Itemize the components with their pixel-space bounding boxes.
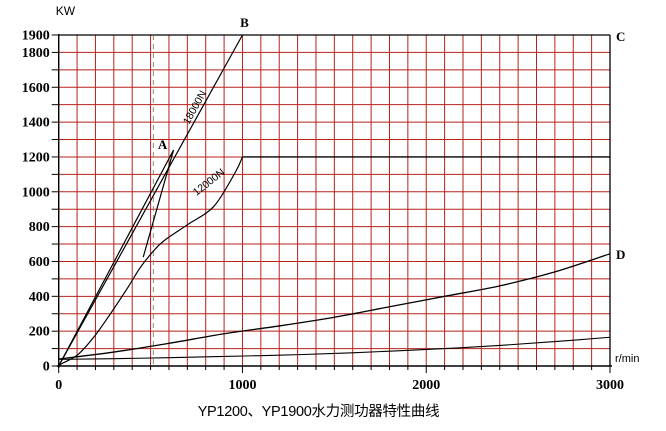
svg-text:0: 0: [55, 378, 62, 393]
svg-text:200: 200: [29, 325, 50, 340]
svg-text:r/min: r/min: [615, 353, 639, 365]
svg-text:0: 0: [43, 360, 50, 375]
svg-text:400: 400: [29, 290, 50, 305]
svg-text:KW: KW: [56, 4, 76, 18]
svg-text:1000: 1000: [228, 378, 256, 393]
svg-text:800: 800: [29, 220, 50, 235]
svg-text:YP1200、YP1900水力测功器特性曲线: YP1200、YP1900水力测功器特性曲线: [198, 403, 440, 420]
svg-text:600: 600: [29, 255, 50, 270]
svg-text:1900: 1900: [22, 29, 50, 44]
svg-text:1600: 1600: [22, 81, 50, 96]
svg-text:1200: 1200: [22, 150, 50, 165]
svg-text:C: C: [616, 29, 625, 44]
svg-text:2000: 2000: [412, 378, 440, 393]
svg-text:1400: 1400: [22, 116, 50, 131]
svg-text:1800: 1800: [22, 46, 50, 61]
svg-text:D: D: [616, 247, 625, 262]
svg-text:A: A: [158, 137, 168, 152]
svg-text:1000: 1000: [22, 185, 50, 200]
svg-text:3000: 3000: [596, 378, 624, 393]
svg-text:B: B: [240, 15, 249, 30]
